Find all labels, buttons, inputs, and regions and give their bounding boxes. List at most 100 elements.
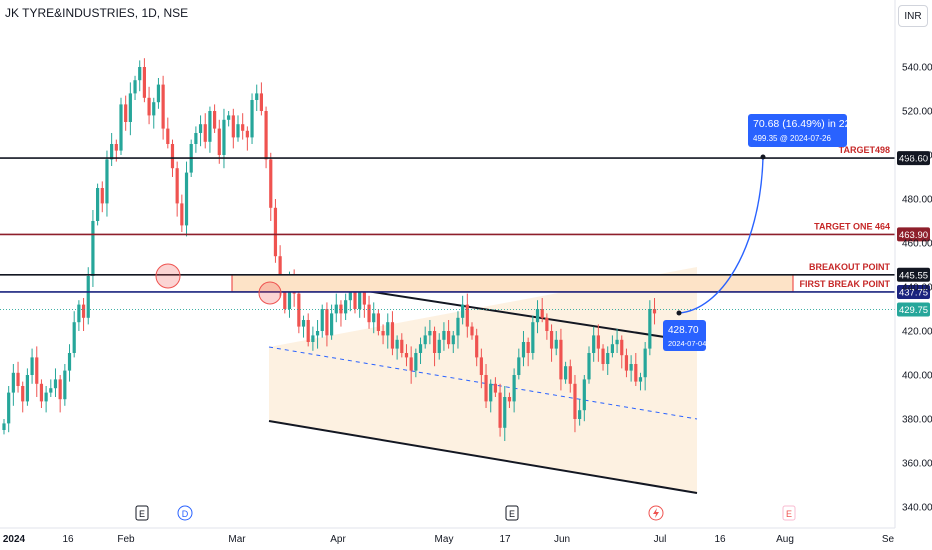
candle-body [264,111,268,160]
candle-body [231,115,235,138]
event-earnings-marker [135,505,149,521]
candle-body [348,291,352,301]
candle-body [325,309,329,336]
level-price-label: 437.75 [899,287,928,298]
candle-body [372,313,376,323]
candle-body [390,322,395,349]
event-earnings-marker [782,505,796,521]
candles [2,58,657,441]
candle-body [498,392,502,428]
y-tick-label: 500.00 [902,151,932,162]
event-marker-label: D [182,509,189,519]
candle-body [470,326,474,336]
candle-body [381,331,385,336]
event-marker-label: E [509,509,515,519]
candle-body [461,304,465,318]
candle-body [81,304,86,318]
candle-body [133,80,137,94]
candle-body [166,128,170,144]
candle-body [362,291,366,305]
currency-button[interactable]: INR [898,5,928,27]
candle-body [278,256,282,287]
projection-end-dot [760,154,766,160]
level-price-tag [897,227,930,242]
candle-body [311,335,315,342]
candle-body [330,313,334,336]
candle-body [428,331,432,336]
candle-body [615,339,619,345]
candle-body [334,304,338,314]
level-text: FIRST BREAK POINT [799,279,890,289]
candle-body [493,383,497,393]
candle-body [339,304,343,314]
candle-body [152,102,156,116]
candle-body [465,304,469,327]
candle-body [549,331,554,349]
candle-body [638,377,643,382]
x-tick-label: Aug [776,534,794,545]
candle-body [222,119,226,155]
candle-body [479,357,483,375]
candle-body [629,364,633,371]
y-tick-label: 520.00 [902,107,932,118]
y-tick-label: 400.00 [902,371,932,382]
candle-body [255,93,259,100]
candle-body [63,370,67,400]
candle-body [180,203,184,226]
candle-body [86,276,90,318]
candle-body [128,93,132,122]
candle-body [170,144,175,169]
candle-body [269,159,273,208]
candle-body [624,355,629,371]
candle-body [11,372,15,393]
candle-body [582,379,586,411]
level-text: TARGET ONE 464 [814,221,890,231]
candle-body [21,386,25,402]
candle-body [306,320,310,342]
y-tick-label: 360.00 [902,459,932,470]
candle-body [367,304,371,323]
y-tick-label: 340.00 [902,503,932,514]
candle-body [96,188,100,221]
candle-body [587,353,591,380]
candle-body [2,423,6,430]
candle-body [526,342,530,353]
candle-body [315,331,320,336]
candle-body [353,291,357,309]
candle-body [503,397,507,428]
candle-body [49,388,53,393]
candle-body [634,364,638,382]
candle-body [227,115,231,120]
annotations: 70.68 (16.49%) in 22d 499.35 @ 2024-07-26… [155,114,856,351]
candle-body [414,353,418,371]
candle-body [344,300,348,314]
level-price-tag [897,302,930,317]
candle-body [53,379,58,389]
candle-body [573,383,577,419]
y-tick-label: 440.00 [902,283,932,294]
candle-body [7,392,11,424]
candle-body [184,172,189,226]
candle-body [554,339,558,349]
level-price-label: 498.60 [899,154,928,165]
candle-body [161,84,165,129]
candle-body [404,353,409,358]
level-text: TARGET498 [839,145,890,155]
candle-body [620,339,624,356]
candle-body [44,392,48,402]
candle-body [423,335,427,345]
channel-bottom-line [268,420,698,494]
x-tick-label: Se [882,534,895,545]
y-tick-label: 380.00 [902,415,932,426]
candle-body [138,67,142,81]
candle-body [156,84,161,103]
candle-body [16,372,20,386]
candle-body [213,111,217,129]
candle-body [100,188,104,204]
candle-body [578,410,582,419]
point-label-date: 2024-07-04 [668,339,706,348]
candle-body [512,375,516,402]
y-tick-label: 460.00 [902,239,932,250]
